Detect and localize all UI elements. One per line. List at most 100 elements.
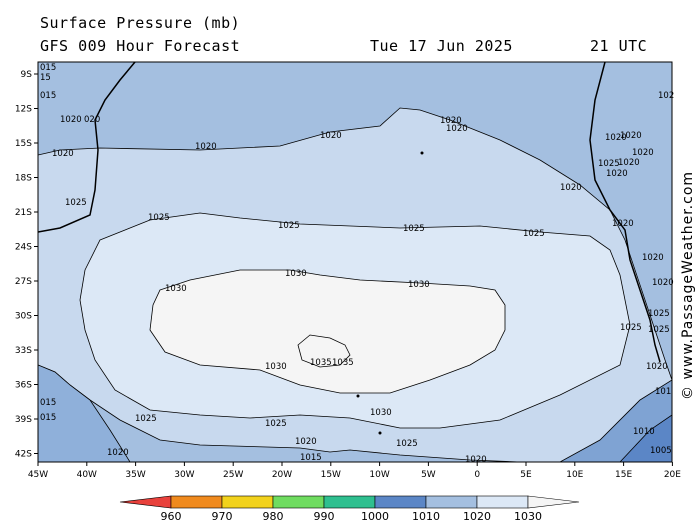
isobar-label: 1025 [65,198,87,208]
lon-tick-label: 15E [615,470,632,480]
isobar-label: 1020 [605,133,627,143]
band-1030-core [149,269,506,394]
island-gough [378,431,382,435]
isobar-label: 1035 [310,358,332,368]
lat-tick-label: 36S [15,381,32,391]
isobar-label: 1030 [285,269,307,279]
isobar-label: 1020 [652,278,674,288]
lat-tick-label: 39S [15,415,32,425]
longitude-axis: 45W 40W 35W 30W 25W 20W 15W 10W 5W 0 5E 10E 15E 20E [28,462,681,480]
site-credit: © www.PassageWeather.com [680,170,696,400]
lon-tick-label: 30W [174,470,194,480]
legend-value: 1010 [412,510,440,523]
legend-swatch [221,495,274,509]
isobar-label: 1020 [107,448,129,458]
isobar-label: 1030 [165,284,187,294]
island-tristan [356,394,360,398]
legend-value: 1000 [361,510,389,523]
lat-tick-label: 15S [15,139,32,149]
isobar-label: 15 [40,73,51,83]
lon-tick-label: 25W [223,470,243,480]
isobar-label: 1025 [135,414,157,424]
legend-swatch [527,495,580,509]
lon-tick-label: 20E [664,470,681,480]
map-title: Surface Pressure (mb) [40,14,241,32]
isobar-label: 1020 [618,158,640,168]
africa-coast [589,62,661,363]
lat-tick-label: 18S [15,174,32,184]
lat-tick-label: 9S [21,70,33,80]
isobar-label: 1025 [403,224,425,234]
isobar-label: 1015 [300,453,322,463]
isobar-label: 1030 [370,408,392,418]
forecast-time: 21 UTC [590,37,648,55]
legend-value: 960 [161,510,182,523]
isobar-label: 015 [40,91,56,101]
isobar-label: 1025 [278,221,300,231]
map-frame [37,61,673,463]
isobar-label: 1020 [52,149,74,159]
legend-swatch [119,495,172,509]
isobar-label: 1030 [265,362,287,372]
legend-value: 980 [263,510,284,523]
isobar-label: 020 [84,115,100,125]
legend-swatch [374,495,427,509]
isobar-label: 1025 [620,323,642,333]
lon-tick-label: 45W [28,470,48,480]
lon-tick-label: 35W [125,470,145,480]
isobar-label: 015 [40,413,56,423]
isobar-label: 1025 [648,325,670,335]
pressure-field [38,62,672,462]
lon-tick-label: 0 [474,470,480,480]
isobar-label: 1020 [195,142,217,152]
isobar-label: 015 [40,63,56,73]
isobar-label: 1020 [560,183,582,193]
latitude-axis: 9S 12S 15S 18S 21S 24S 27S 30S 33S 36S 39S 42S [15,70,38,460]
band-west-1015 [38,364,131,462]
lon-tick-label: 15W [321,470,341,480]
isobar-1035 [297,334,351,368]
lat-tick-label: 30S [15,312,32,322]
isobar-label: 1035 [332,358,354,368]
lat-tick-label: 42S [15,450,32,460]
legend-swatch [323,495,376,509]
isobar-label: 1020 [642,253,664,263]
isobar-label: 1010 [633,427,655,437]
isobar-label: 1020 [446,124,468,134]
isobar-label: 1025 [265,419,287,429]
isobar-label: 1020 [606,169,628,179]
lat-tick-label: 24S [15,243,32,253]
band-south-1000 [619,414,672,462]
isobar-label: 1020 [465,455,487,465]
legend-swatch [170,495,223,509]
isobar-label: 1025 [598,159,620,169]
isobar-label: 1025 [396,439,418,449]
island-ascension [420,151,424,155]
legend-value: 990 [314,510,335,523]
isobar-label: 1020 [320,131,342,141]
lat-tick-label: 33S [15,346,32,356]
pressure-legend: 960 970 980 990 1000 1010 1020 1030 [119,495,580,523]
lon-tick-label: 10E [566,470,583,480]
legend-swatch [425,495,478,509]
forecast-date: Tue 17 Jun 2025 [370,37,513,55]
isobar-label: 1020 [620,131,642,141]
isobar-label: 1030 [408,280,430,290]
isobar-label: 1005 [650,446,672,456]
lon-tick-label: 5E [520,470,532,480]
isobar-label: 1020 [632,148,654,158]
south-america-coast [38,62,136,233]
lon-tick-label: 40W [77,470,97,480]
lon-tick-label: 5W [421,470,436,480]
lon-tick-label: 10W [369,470,389,480]
isobar-label: 1020 [646,362,668,372]
legend-value: 1030 [514,510,542,523]
legend-value: 1020 [463,510,491,523]
isobar-label: 015 [40,398,56,408]
lon-tick-label: 20W [272,470,292,480]
lat-tick-label: 27S [15,277,32,287]
isobar-label: 1020 [60,115,82,125]
isobar-label: 1025 [148,213,170,223]
isobar-label: 1020 [440,116,462,126]
